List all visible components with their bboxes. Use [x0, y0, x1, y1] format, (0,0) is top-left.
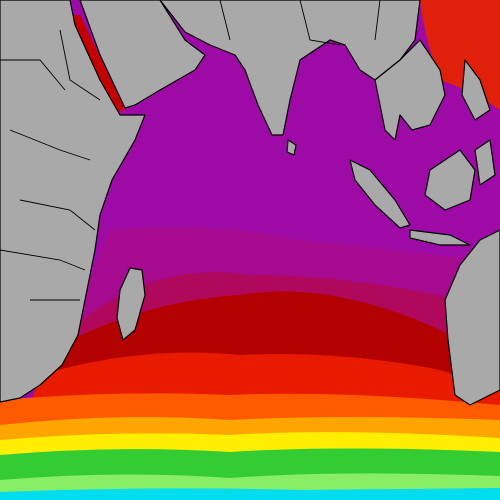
sulawesi — [474, 139, 496, 186]
ocean-band — [0, 488, 500, 500]
borders — [219, 0, 381, 46]
philippines — [461, 59, 491, 121]
red-sea — [70, 15, 125, 112]
borders — [0, 29, 101, 301]
australia — [444, 229, 500, 406]
sri-lanka — [286, 139, 297, 156]
sumatra — [349, 159, 411, 229]
africa — [0, 0, 146, 403]
borneo — [424, 149, 476, 211]
madagascar — [116, 267, 146, 341]
java — [409, 229, 471, 246]
arabia — [79, 0, 206, 109]
indochina — [374, 39, 446, 141]
